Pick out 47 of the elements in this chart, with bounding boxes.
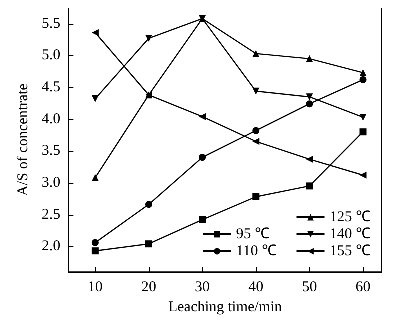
- point: [92, 248, 99, 255]
- x-tick-label: 10: [88, 280, 103, 296]
- point: [199, 216, 206, 224]
- point: [252, 88, 260, 95]
- y-tick-label: 2.5: [42, 206, 61, 223]
- point: [146, 201, 152, 208]
- point: [92, 96, 99, 103]
- point: [199, 154, 206, 162]
- legend-label: 140 ℃: [330, 226, 371, 242]
- point: [252, 50, 260, 58]
- x-tick-label: 20: [141, 280, 156, 296]
- point: [92, 174, 99, 182]
- y-tick-label: 3.5: [42, 143, 61, 160]
- point: [145, 240, 152, 248]
- point: [252, 194, 260, 201]
- point: [145, 35, 152, 42]
- point: [360, 128, 367, 136]
- point: [360, 114, 367, 121]
- legend-label: 125 ℃: [330, 210, 371, 226]
- point: [306, 55, 314, 62]
- x-axis-title: Leaching time/min: [168, 300, 283, 316]
- point: [360, 172, 367, 179]
- x-tick-label: 50: [302, 280, 318, 296]
- x-tick-label: 30: [195, 280, 210, 296]
- y-tick-label: 5.5: [42, 16, 61, 32]
- point: [306, 100, 314, 108]
- point: [360, 76, 367, 84]
- x-tick-label: 60: [356, 280, 371, 296]
- point: [199, 113, 206, 120]
- point: [92, 29, 99, 36]
- point: [306, 94, 314, 101]
- point: [360, 69, 367, 76]
- point: [252, 138, 260, 146]
- y-axis-title: A/S of concentrate: [16, 83, 32, 196]
- point: [252, 127, 260, 134]
- y-tick-label: 4.0: [42, 111, 61, 128]
- x-tick-label: 40: [248, 280, 264, 296]
- point: [306, 156, 314, 163]
- y-tick-label: 4.5: [42, 80, 61, 96]
- legend-label: 95 ℃: [236, 226, 270, 242]
- legend-label: 155 ℃: [330, 244, 371, 260]
- point: [92, 239, 99, 246]
- legend-label: 110 ℃: [236, 244, 278, 260]
- point: [306, 182, 314, 190]
- y-tick-label: 2.0: [42, 238, 61, 255]
- y-tick-label: 5.0: [42, 48, 61, 64]
- y-tick-label: 3.0: [42, 175, 61, 192]
